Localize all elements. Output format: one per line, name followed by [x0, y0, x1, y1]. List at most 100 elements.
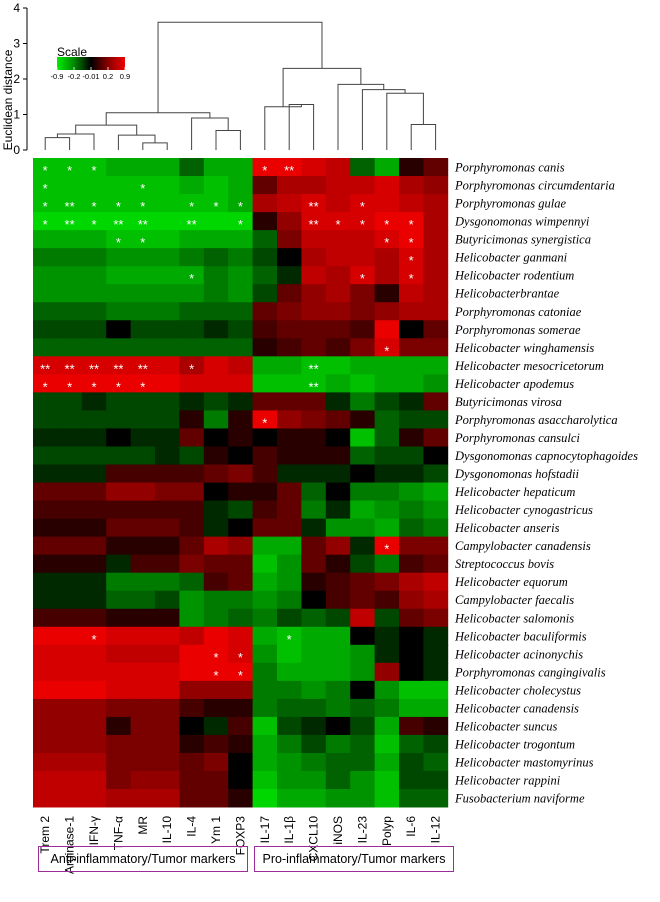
scale-tick-label: 0.2 — [103, 72, 113, 81]
heatmap-cell — [399, 554, 424, 574]
dendrogram-branch — [157, 21, 323, 113]
heatmap-cell — [228, 374, 253, 393]
heatmap-cell — [350, 680, 375, 700]
heatmap-cell — [179, 446, 205, 465]
heatmap-cell — [179, 518, 205, 538]
heatmap-cell — [277, 662, 302, 682]
heatmap-cell — [374, 158, 400, 177]
heatmap-cell — [374, 536, 400, 556]
column-label: TNF-α — [111, 816, 125, 850]
heatmap-cell — [350, 752, 375, 772]
heatmap-cell — [33, 734, 58, 754]
heatmap-cell — [155, 698, 180, 718]
heatmap-cell — [301, 176, 327, 195]
dendrogram-branch — [56, 133, 95, 150]
heatmap-cell — [374, 284, 400, 303]
heatmap-cell — [179, 716, 205, 736]
heatmap-cell — [399, 644, 424, 664]
heatmap-cell — [81, 626, 107, 646]
heatmap-cell — [423, 590, 449, 610]
heatmap-cell — [325, 284, 351, 303]
heatmap-cell — [33, 320, 58, 339]
heatmap-cell — [81, 482, 107, 501]
heatmap-cell — [33, 410, 58, 429]
heatmap-cell — [81, 771, 107, 790]
heatmap-cell — [374, 680, 400, 700]
heatmap-cell — [33, 608, 58, 628]
row-label: Helicobacter apodemus — [454, 377, 574, 391]
significance-mark: * — [213, 668, 218, 683]
heatmap-cell — [423, 608, 449, 628]
dendrogram-tick-label: 4 — [13, 1, 20, 15]
heatmap-cell — [301, 194, 327, 213]
heatmap-cell — [81, 374, 107, 393]
heatmap-cell — [130, 626, 156, 646]
heatmap-cell — [277, 500, 302, 519]
heatmap-cell — [33, 698, 58, 718]
column-dendrogram — [44, 21, 437, 150]
heatmap-cell — [252, 248, 278, 267]
heatmap-cell — [106, 662, 131, 682]
heatmap-cell — [228, 771, 253, 790]
heatmap-cell — [155, 680, 180, 700]
heatmap-cell — [301, 248, 327, 267]
heatmap-cell — [228, 428, 253, 447]
heatmap-cell — [350, 158, 375, 177]
heatmap-cell — [81, 392, 107, 411]
significance-mark: * — [409, 271, 414, 286]
heatmap-cell — [179, 392, 205, 411]
heatmap-cell — [350, 248, 375, 267]
heatmap-cell — [33, 392, 58, 411]
heatmap-cell — [106, 230, 131, 249]
dendrogram-branch — [191, 117, 229, 150]
heatmap-cell — [399, 536, 424, 556]
significance-marks: * * * * *** ** ** * * * * * * ** ** ** * ** ** ** * ** * * * ** * *… — [40, 163, 414, 683]
heatmap-cell — [130, 518, 156, 538]
heatmap-cell — [423, 356, 449, 375]
heatmap-cell — [203, 662, 229, 682]
row-label: Porphyromonas cangingivalis — [454, 665, 606, 679]
heatmap-cell — [374, 500, 400, 519]
heatmap-cell — [57, 464, 83, 483]
heatmap-cell — [423, 518, 449, 538]
heatmap-cell — [228, 302, 253, 321]
heatmap-cell — [33, 482, 58, 501]
heatmap-cell — [203, 338, 229, 357]
heatmap-cell — [423, 500, 449, 519]
heatmap-cell — [155, 320, 180, 339]
heatmap-cell — [81, 680, 107, 700]
heatmap-cell — [399, 662, 424, 682]
scale-gradient-bar — [57, 57, 125, 70]
heatmap-cell — [228, 662, 253, 682]
heatmap-cell — [130, 608, 156, 628]
heatmap-cell — [423, 158, 449, 177]
heatmap-cell — [155, 789, 180, 808]
heatmap-cell — [106, 356, 131, 375]
heatmap-cell — [301, 446, 327, 465]
heatmap-cell — [325, 212, 351, 231]
heatmap-cell — [33, 230, 58, 249]
heatmap-cell — [179, 428, 205, 447]
row-label: Campylobacter canadensis — [455, 539, 591, 553]
heatmap-cell — [399, 302, 424, 321]
heatmap-cell — [374, 374, 400, 393]
heatmap-cell — [106, 590, 131, 610]
dendrogram-branch — [215, 129, 241, 150]
heatmap-cell — [301, 554, 327, 574]
heatmap-cell — [374, 644, 400, 664]
heatmap-cell — [130, 212, 156, 231]
heatmap-cell — [57, 698, 83, 718]
heatmap-cell — [130, 464, 156, 483]
heatmap-cell — [130, 554, 156, 574]
heatmap-cell — [57, 374, 83, 393]
anti-inflammatory-group-label: Anti-inflammatory/Tumor markers — [38, 846, 248, 872]
heatmap-cell — [252, 698, 278, 718]
heatmap-cell — [106, 158, 131, 177]
scale-tick-label: -0.2 — [68, 72, 81, 81]
heatmap-cell — [106, 698, 131, 718]
row-label: Helicobacter rappini — [454, 774, 561, 788]
heatmap-cell — [301, 590, 327, 610]
heatmap-cell — [399, 212, 424, 231]
heatmap-cell — [203, 446, 229, 465]
